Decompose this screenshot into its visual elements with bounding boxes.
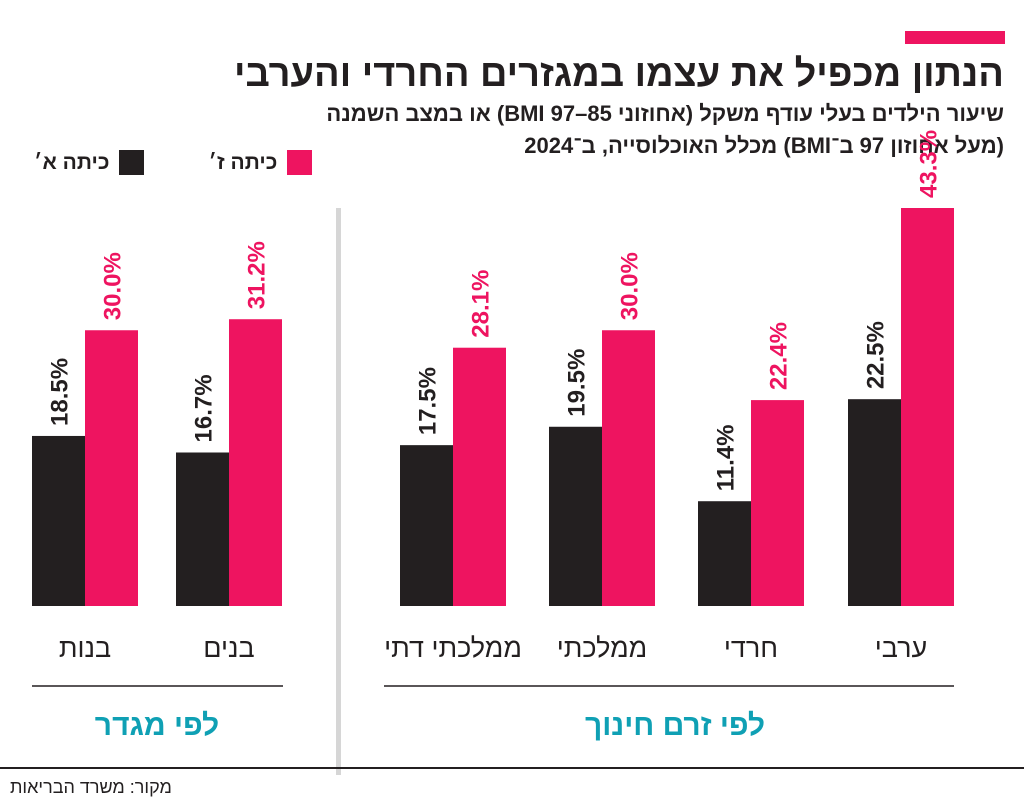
chart-title: הנתון מכפיל את עצמו במגזרים החרדי והערבי (233, 53, 1004, 95)
legend-item-grade1: כיתה א׳ (34, 150, 145, 175)
bar-grade1 (698, 501, 751, 606)
subtitle-line-1: שיעור הילדים בעלי עודף משקל (אחוזוני BMI… (326, 101, 1004, 126)
bar-grade7 (751, 400, 804, 606)
bar-grade1 (848, 399, 901, 606)
group-label: לפי זרם חינוך (585, 709, 765, 742)
data-label: 22.5% (863, 321, 890, 389)
data-label: 43.3% (916, 130, 943, 198)
data-label: 16.7% (191, 374, 218, 442)
panel-divider (336, 208, 341, 775)
data-label: 31.2% (244, 241, 271, 309)
source-note: מקור: משרד הבריאות (10, 777, 172, 797)
legend-swatch-grade1 (119, 150, 145, 175)
bar-grade1 (176, 452, 229, 606)
bottom-rule (0, 767, 1024, 769)
data-label: 17.5% (415, 367, 442, 435)
subtitle-line-2: (מעל אחוזון 97 ב־BMI) מכלל האוכלוסייה, ב… (524, 133, 1004, 158)
data-label: 22.4% (766, 322, 793, 390)
bar-grade7 (229, 319, 282, 606)
category-label: ממלכתי (557, 633, 647, 663)
group-label: לפי מגדר (95, 709, 219, 742)
accent-bar (905, 31, 1005, 44)
data-label: 11.4% (713, 424, 740, 491)
legend-item-grade7: כיתה ז׳ (208, 150, 313, 175)
legend-label-grade7: כיתה ז׳ (208, 150, 278, 174)
bar-grade7 (901, 208, 954, 606)
legend-swatch-grade7 (287, 150, 313, 175)
bar-grade7 (602, 330, 655, 606)
data-label: 28.1% (468, 270, 495, 338)
bar-grade1 (400, 445, 453, 606)
data-label: 18.5% (47, 358, 74, 426)
bar-grade1 (549, 426, 602, 606)
category-label: ערבי (875, 633, 928, 663)
bar-grade7 (453, 347, 506, 606)
category-label: חרדי (724, 633, 778, 663)
category-label: בנים (203, 633, 254, 663)
bar-grade7 (85, 330, 138, 606)
data-label: 19.5% (564, 349, 591, 417)
data-label: 30.0% (617, 252, 644, 320)
bar-grade1 (32, 435, 85, 606)
legend: כיתה ז׳ כיתה א׳ (34, 150, 313, 175)
legend-label-grade1: כיתה א׳ (34, 150, 110, 174)
chart-subtitle: שיעור הילדים בעלי עודף משקל (אחוזוני BMI… (84, 98, 1004, 162)
category-label: בנות (59, 633, 111, 663)
data-label: 30.0% (100, 252, 127, 320)
category-label: ממלכתי דתי (384, 633, 522, 663)
